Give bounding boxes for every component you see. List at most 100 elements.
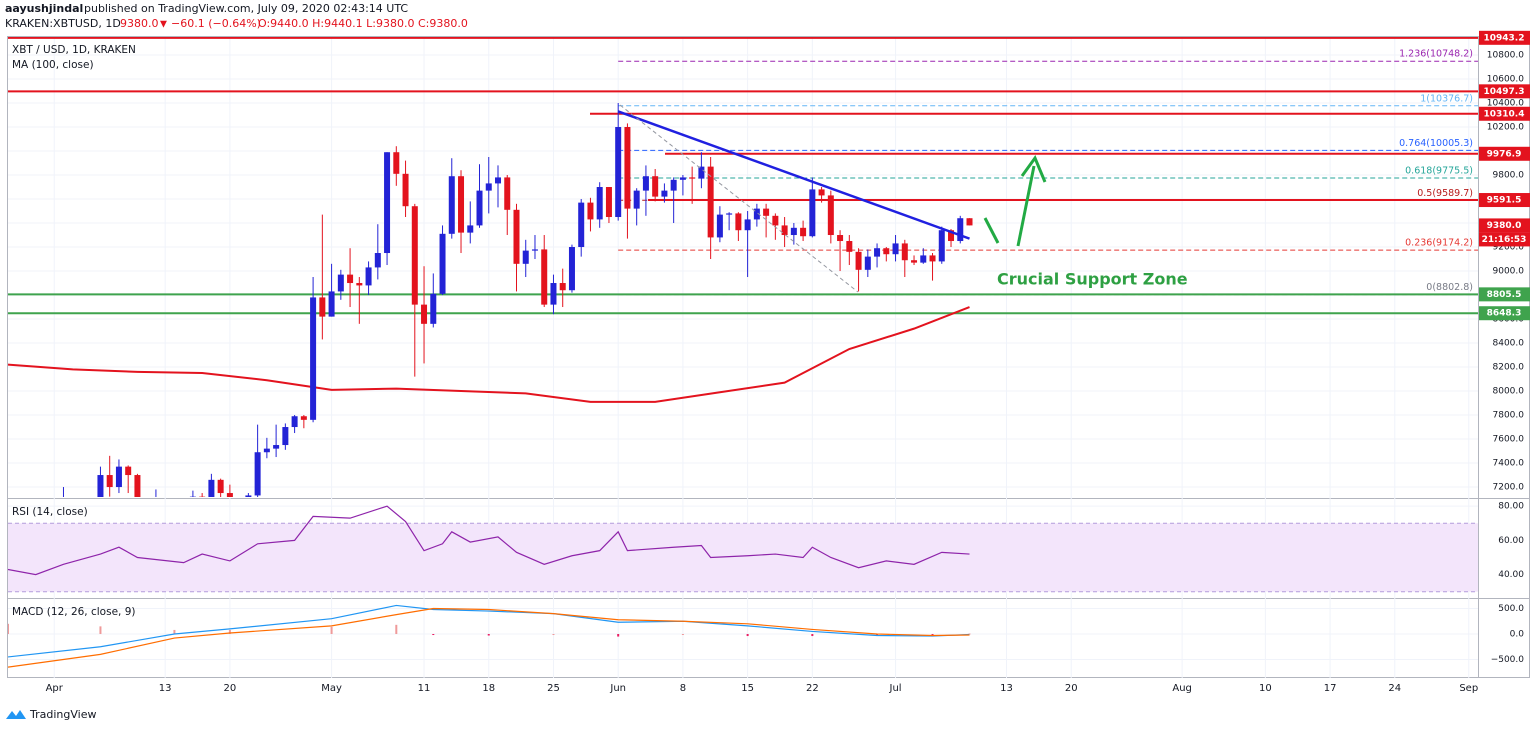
pane-title: RSI (14, close) <box>12 506 88 518</box>
x-tick-label: 24 <box>1388 683 1401 694</box>
y-tick-label: 80.00 <box>1498 502 1524 512</box>
candle-body <box>568 247 575 291</box>
candle-body <box>818 189 825 196</box>
y-tick-label: 10200.0 <box>1487 123 1524 133</box>
indicator-line <box>8 604 970 658</box>
y-tick-label: 7600.0 <box>1493 435 1525 445</box>
candle-body <box>125 466 132 476</box>
candle-body <box>458 176 465 233</box>
last-price-tag: 9380.0 <box>1487 221 1522 231</box>
candle-body <box>707 166 714 238</box>
level-tag: 10497.3 <box>1484 87 1525 97</box>
y-tick-label: 9800.0 <box>1493 171 1525 181</box>
support-tag: 8805.5 <box>1487 290 1522 300</box>
support-tag-bg <box>1479 287 1530 302</box>
legend-entry: MA (100, close) <box>12 59 94 71</box>
level-tag: 10310.4 <box>1484 109 1525 119</box>
candle-body <box>772 215 779 226</box>
y-tick-label: 7800.0 <box>1493 411 1525 421</box>
candle-body <box>790 227 797 236</box>
logo-mark <box>6 710 26 719</box>
change: −60.1 (−0.64%) <box>171 17 261 30</box>
histogram-bar <box>617 634 620 637</box>
y-tick-label: 40.00 <box>1498 570 1524 580</box>
candle-body <box>966 218 973 226</box>
pane-title: XBT / USD, 1D, KRAKEN <box>12 44 136 56</box>
author: aayushjindal <box>5 2 83 15</box>
y-tick-label: 7400.0 <box>1493 459 1525 469</box>
level-tag: 10943.2 <box>1484 33 1525 43</box>
candle-body <box>374 253 381 268</box>
candle-body <box>439 233 446 294</box>
annotation: Crucial Support Zone <box>997 270 1188 289</box>
support-tag: 8648.3 <box>1487 309 1522 319</box>
candle-body <box>226 493 233 497</box>
x-tick-label: 22 <box>806 683 819 694</box>
candle-body <box>217 479 224 494</box>
level-tag-bg <box>1479 106 1530 121</box>
indicator-line <box>8 607 970 668</box>
overlay: 1.236(10748.2) 1(10376.7) 0.764(10005.3) 0.… <box>12 44 1473 618</box>
candle-body <box>892 243 899 255</box>
histogram-bar <box>811 634 814 637</box>
candle-body <box>97 475 104 497</box>
candle-body <box>199 496 206 497</box>
level-tag-bg <box>1479 193 1530 208</box>
histogram-bar <box>968 633 971 635</box>
fib-anchor-line <box>619 104 859 293</box>
candle-body <box>245 495 252 497</box>
candle-body <box>356 283 363 286</box>
last-price-tag-bg <box>1479 218 1530 233</box>
candle-body <box>763 208 770 216</box>
candle-body <box>513 209 520 264</box>
candle-body <box>864 256 871 270</box>
candle-body <box>920 255 927 263</box>
candle-body <box>670 179 677 191</box>
published: published on TradingView.com, July 09, 2… <box>84 2 408 15</box>
candle-body <box>827 195 834 236</box>
candle-body <box>883 248 890 255</box>
candle-body <box>559 283 566 291</box>
candle-body <box>106 475 113 488</box>
candle-body <box>430 293 437 324</box>
fib-label: 0.764(10005.3) <box>1399 138 1473 149</box>
candle-body <box>753 208 760 220</box>
countdown-tag-bg <box>1479 232 1530 247</box>
candle-body <box>273 445 280 449</box>
x-tick-label: 15 <box>741 683 754 694</box>
candle-body <box>134 475 141 497</box>
histogram-bar <box>395 624 398 635</box>
x-tick-label: Aug <box>1172 683 1192 694</box>
support-tag-bg <box>1479 306 1530 321</box>
candle-body <box>846 241 853 252</box>
histogram-bar <box>931 634 934 636</box>
frame <box>7 36 1530 678</box>
candle-body <box>800 227 807 237</box>
fib-label: 0.236(9174.2) <box>1405 238 1473 249</box>
candle-body <box>661 190 668 197</box>
candle-body <box>411 206 418 305</box>
candle-body <box>421 304 428 324</box>
histogram-bar <box>487 634 490 636</box>
level-tag: 9976.9 <box>1487 149 1522 159</box>
candle-body <box>522 250 529 264</box>
arrow-up <box>1016 165 1036 247</box>
candle-body <box>735 213 742 231</box>
candle-body <box>633 190 640 209</box>
histogram-bar <box>8 623 9 635</box>
y-tick-label: 0.0 <box>1510 630 1525 640</box>
candle-body <box>208 479 215 497</box>
candle-body <box>291 416 298 428</box>
candle-body <box>948 230 955 242</box>
brand: TradingView <box>29 708 96 721</box>
candle-body <box>938 230 945 262</box>
y-tick-label: 500.0 <box>1498 604 1524 614</box>
y-tick-label: 9200.0 <box>1493 243 1525 253</box>
histogram-bar <box>228 629 231 635</box>
candle-body <box>587 202 594 220</box>
change-arrow: ▼ <box>160 20 167 30</box>
candle-body <box>485 183 492 191</box>
trendline <box>617 110 970 240</box>
candle-body <box>957 218 964 242</box>
